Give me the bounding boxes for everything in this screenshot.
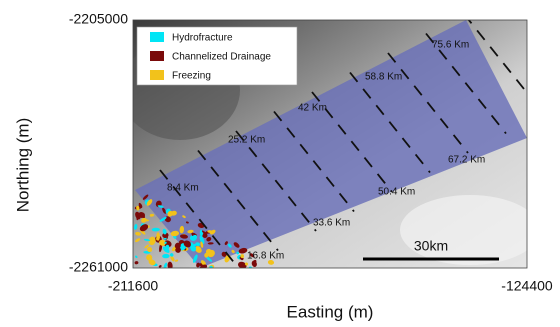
x-tick-label: -124400 — [501, 278, 553, 294]
x-tick-label: -211600 — [108, 278, 159, 294]
y-tick-label: -2205000 — [69, 11, 128, 27]
y-tick-label: -2261000 — [69, 259, 128, 275]
figure: Hydrofracture Channelized Drainage Freez… — [0, 0, 560, 327]
distance-label: 67.2 Km — [448, 155, 485, 166]
distance-label: 58.8 Km — [365, 72, 402, 83]
terrain — [400, 195, 540, 265]
distance-label: 75.6 Km — [432, 40, 469, 51]
legend-label: Channelized Drainage — [172, 52, 271, 63]
distance-label: 25.2 Km — [228, 135, 265, 146]
legend-label: Freezing — [172, 71, 211, 82]
distance-label: 50.4 Km — [378, 187, 415, 198]
distance-label: 33.6 Km — [313, 218, 350, 229]
legend-swatch — [150, 32, 164, 42]
y-axis-label: Northing (m) — [13, 118, 32, 212]
scale-bar-label: 30km — [414, 238, 448, 254]
legend-swatch — [150, 70, 164, 80]
distance-label: 8.4 Km — [167, 183, 199, 194]
legend-label: Hydrofracture — [172, 33, 233, 44]
feature — [156, 232, 160, 241]
distance-label: 16.8 Km — [247, 251, 284, 262]
legend: Hydrofracture Channelized Drainage Freez… — [137, 27, 297, 85]
legend-swatch — [150, 51, 164, 61]
x-axis-label: Easting (m) — [287, 302, 374, 321]
distance-label: 42 Km — [298, 103, 327, 114]
